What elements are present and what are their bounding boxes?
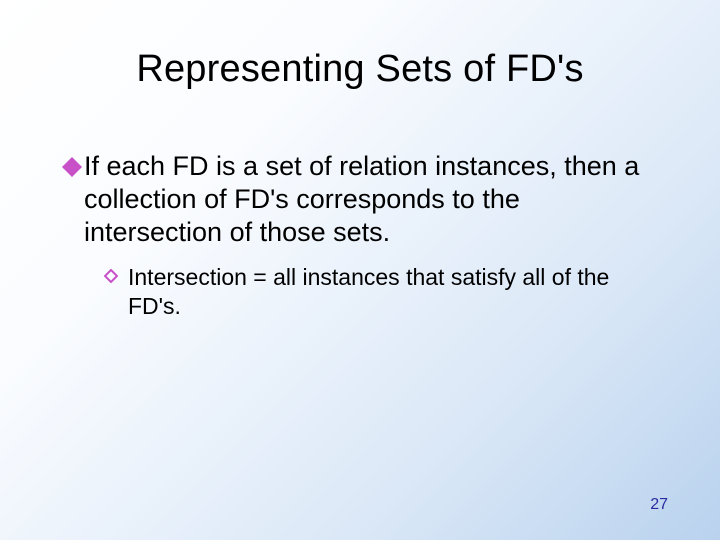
bullet-level2: Intersection = all instances that satisf… <box>104 263 662 321</box>
diamond-bullet-icon <box>62 157 82 182</box>
bullet-level2-text: Intersection = all instances that satisf… <box>128 263 662 321</box>
slide-body: If each FD is a set of relation instance… <box>62 150 662 320</box>
slide-title: Representing Sets of FD's <box>0 48 720 91</box>
diamond-outline-bullet-icon <box>104 269 118 288</box>
slide: Representing Sets of FD's If each FD is … <box>0 0 720 540</box>
bullet-level1-text: If each FD is a set of relation instance… <box>84 150 662 249</box>
bullet-level1: If each FD is a set of relation instance… <box>62 150 662 249</box>
page-number: 27 <box>650 496 668 514</box>
